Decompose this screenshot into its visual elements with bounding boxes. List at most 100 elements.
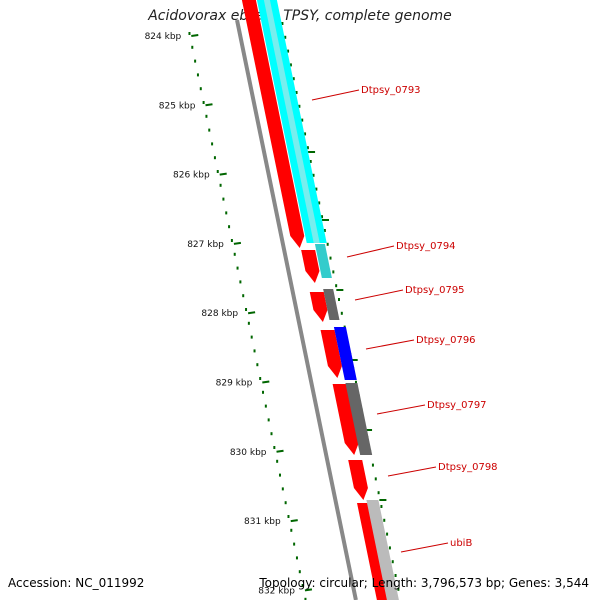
ruler-dot (295, 556, 298, 560)
ruler-dot (228, 225, 231, 229)
ruler-major-tick (191, 34, 199, 37)
ruler-label: 830 kbp (230, 448, 267, 458)
feature-lightgray (366, 500, 399, 600)
feature-gray (323, 289, 340, 320)
ruler-dot (205, 114, 208, 118)
gene-leader-line (365, 339, 415, 350)
ruler-dot (287, 515, 290, 518)
ruler-dot (225, 211, 228, 215)
gene-leader-line (376, 404, 426, 415)
ruler-major-tick (276, 449, 284, 453)
topology-text: Topology: circular; Length: 3,796,573 bp… (259, 576, 589, 590)
ruler-dot (284, 501, 287, 505)
ruler-dot (253, 349, 256, 353)
outer-tick-dot (309, 160, 312, 163)
outer-tick-dot (388, 546, 391, 550)
feature-blue (333, 327, 357, 380)
ruler-dot (304, 597, 307, 600)
outer-tick-dot (287, 49, 290, 53)
ruler-label: 828 kbp (201, 309, 238, 319)
ruler-dot (262, 390, 265, 394)
outer-tick-dot (306, 146, 309, 150)
ruler-dot (270, 432, 273, 436)
gene-leader-line (311, 89, 360, 101)
ruler-dot (281, 487, 284, 491)
ruler-label: 826 kbp (173, 171, 210, 181)
outer-tick-dot (292, 77, 295, 81)
ruler-major-tick (304, 588, 313, 592)
outer-tick-dot (329, 256, 332, 260)
ruler-label: 827 kbp (187, 240, 224, 250)
ruler-label: 829 kbp (216, 379, 253, 389)
outer-tick-dot (318, 201, 321, 205)
gene-label: Dtpsy_0795 (405, 285, 465, 296)
cds-feature (320, 330, 342, 378)
ruler-dot (259, 377, 262, 380)
ruler-dot (191, 45, 194, 49)
ruler-dot (239, 280, 242, 284)
ruler-dot (236, 266, 239, 270)
gene-leader-line (387, 466, 437, 477)
ruler-dot (194, 59, 197, 63)
ruler-dot (230, 239, 233, 242)
ruler-dot (293, 542, 296, 546)
outer-tick-dot (335, 284, 338, 288)
ruler-dot (245, 308, 248, 311)
outer-tick-dot (326, 242, 329, 246)
outer-tick-dot (298, 104, 301, 108)
outer-tick-dot (383, 518, 386, 522)
outer-tick-dot (371, 463, 374, 467)
ruler-dot (213, 156, 216, 160)
outer-tick-dot (374, 477, 377, 481)
outer-tick-dot (337, 298, 340, 301)
outer-tick-dot (301, 118, 304, 122)
gene-leader-line (354, 289, 404, 301)
outer-tick-dot (323, 229, 326, 232)
ruler-dot (199, 87, 202, 91)
ruler-label: 825 kbp (159, 101, 196, 111)
ruler-dot (256, 363, 259, 367)
outer-tick-dot (289, 63, 292, 67)
ruler-dot (196, 73, 199, 77)
ruler-major-tick (262, 380, 270, 384)
outer-tick-dot (354, 380, 357, 384)
cds-feature (301, 250, 320, 283)
gene-label: Dtpsy_0794 (396, 241, 456, 252)
gene-leader-line (400, 542, 449, 553)
outer-tick-dot (304, 132, 307, 136)
outer-tick-dot (281, 22, 284, 25)
ruler-dot (242, 294, 245, 298)
cds-feature (241, 0, 305, 248)
ruler-label: 824 kbp (145, 32, 182, 42)
ruler-dot (247, 321, 250, 325)
outer-tick-dot (315, 187, 318, 191)
ruler-dot (202, 101, 205, 104)
outer-tick-dot (340, 311, 343, 315)
outer-tick-dot (380, 505, 383, 508)
ruler-dot (219, 183, 222, 187)
accession-text: Accession: NC_011992 (8, 576, 145, 590)
ruler-dot (298, 570, 301, 574)
gene-label: Dtpsy_0796 (416, 335, 476, 346)
outer-tick-dot (391, 560, 394, 564)
ruler-major-tick (219, 172, 227, 176)
gene-label: Dtpsy_0798 (438, 462, 498, 473)
ruler-dot (301, 584, 304, 587)
ruler-dot (233, 252, 236, 256)
gene-label: Dtpsy_0797 (427, 400, 487, 411)
rna-feature-highlight (263, 0, 320, 243)
outer-tick-dot (284, 35, 287, 39)
cds-feature (348, 460, 368, 500)
ruler-dot (276, 459, 279, 463)
outer-tick-dot (321, 215, 324, 219)
ruler-dot (216, 170, 219, 173)
ruler-dot (250, 335, 253, 339)
outer-tick-dot (386, 532, 389, 536)
ruler-major-tick (247, 311, 256, 315)
map-title: Acidovorax ebreus TPSY, complete genome (148, 8, 452, 24)
ruler-major-tick (290, 519, 298, 523)
ruler-label: 831 kbp (244, 517, 281, 527)
gene-label: ubiB (450, 538, 472, 549)
ruler-dot (278, 473, 281, 477)
